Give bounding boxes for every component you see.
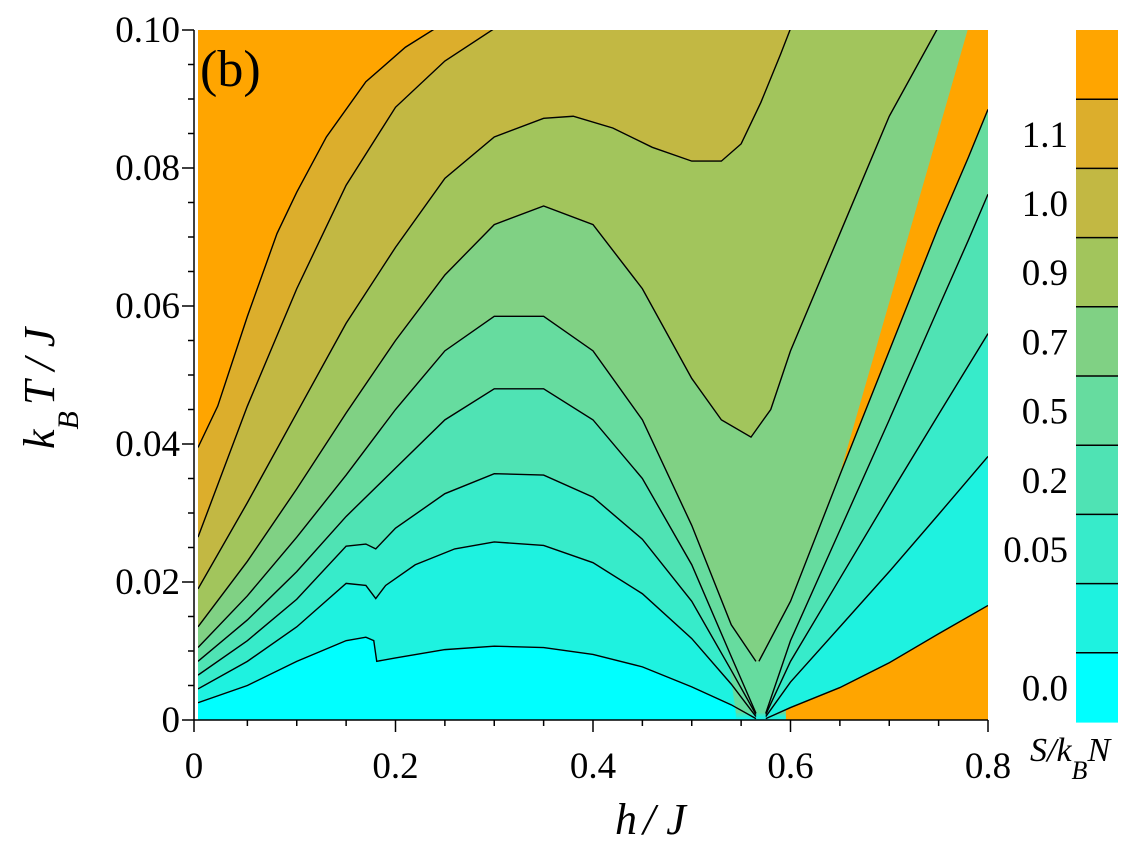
x-tick-label: 0.6 — [767, 746, 813, 787]
plot-fills — [198, 30, 988, 720]
contour-line-2 — [198, 541, 757, 717]
contour-line-7 — [765, 193, 988, 714]
y-tick-label: 0.04 — [115, 424, 180, 465]
colorbar-label: 0.05 — [1003, 530, 1068, 571]
x-axis-title-main: h — [615, 795, 637, 839]
axes: 0 0.2 0.4 0.6 0.8 0 0.02 0.04 0.06 0.08 0.10 — [115, 10, 1011, 787]
x-tick-label: 0 — [185, 746, 204, 787]
colorbar-label: 0.5 — [1022, 392, 1068, 433]
contour-line-5 — [765, 333, 988, 715]
x-axis-title: h / J — [615, 795, 688, 839]
y-tick-label: 0 — [162, 700, 181, 741]
colorbar-label: 0.2 — [1022, 461, 1068, 502]
region-cyan — [198, 637, 786, 720]
colorbar-label: 0.0 — [1022, 668, 1068, 709]
y-axis-title-k: k — [15, 428, 64, 449]
region-right-band-1 — [735, 456, 988, 719]
contour-line-3 — [765, 455, 988, 717]
colorbar-title: S/kBN — [1030, 732, 1112, 785]
colorbar-label: 0.9 — [1022, 253, 1068, 294]
colorbar-title-sub: B — [1072, 756, 1088, 785]
colorbar-label: 0.7 — [1022, 322, 1068, 363]
region-band-2 — [198, 473, 786, 717]
contour-line-8 — [198, 315, 757, 662]
labels: (b) h / J kB T / J — [15, 41, 688, 844]
y-axis-title-sub: B — [52, 411, 85, 429]
y-tick-label: 0.08 — [115, 148, 180, 189]
region-band-7 — [198, 30, 790, 589]
colorbar-label: 1.1 — [1022, 115, 1068, 156]
contour-line-6 — [198, 388, 757, 714]
contour-line-12 — [198, 30, 494, 538]
region-band-5 — [198, 30, 968, 662]
colorbar-band — [1076, 30, 1118, 100]
contour-line-13 — [198, 30, 435, 448]
colorbar-title-tail: N — [1086, 732, 1112, 769]
y-tick-label: 0.02 — [115, 562, 180, 603]
x-axis-title-rest: / J — [640, 795, 688, 839]
contour-line-11 — [198, 30, 791, 590]
y-tick-label: 0.06 — [115, 286, 180, 327]
colorbar-band — [1076, 306, 1118, 377]
y-axis-title-rest: T / J — [15, 325, 64, 405]
colorbar: 0.0 0.05 0.2 0.5 0.7 0.9 1.0 1.1 S/kBN — [1003, 30, 1118, 785]
region-band-6 — [198, 30, 937, 627]
colorbar-band — [1076, 514, 1118, 585]
colorbar-label: 1.0 — [1022, 184, 1068, 225]
colorbar-band — [1076, 583, 1118, 654]
y-tick-label: 0.10 — [115, 10, 180, 51]
y-axis-title: kB T / J — [15, 325, 85, 449]
contour-line-4 — [198, 472, 757, 715]
colorbar-band — [1076, 99, 1118, 169]
colorbar-band — [1076, 168, 1118, 239]
contour-line-0 — [198, 636, 757, 720]
contour-line-1 — [765, 604, 988, 720]
x-tick-label: 0.8 — [965, 746, 1011, 787]
panel-label: (b) — [200, 41, 261, 98]
contour-line-9 — [758, 109, 988, 662]
contour-line-10 — [198, 30, 938, 628]
colorbar-title-main: S/k — [1030, 732, 1072, 769]
x-tick-label: 0.2 — [372, 746, 418, 787]
colorbar-band — [1076, 652, 1118, 723]
colorbar-band — [1076, 237, 1118, 308]
colorbar-band — [1076, 445, 1118, 515]
contour-lines — [198, 30, 988, 720]
region-band-8 — [198, 30, 493, 538]
colorbar-band — [1076, 376, 1118, 446]
x-tick-label: 0.4 — [570, 746, 616, 787]
region-band-1 — [198, 541, 786, 719]
